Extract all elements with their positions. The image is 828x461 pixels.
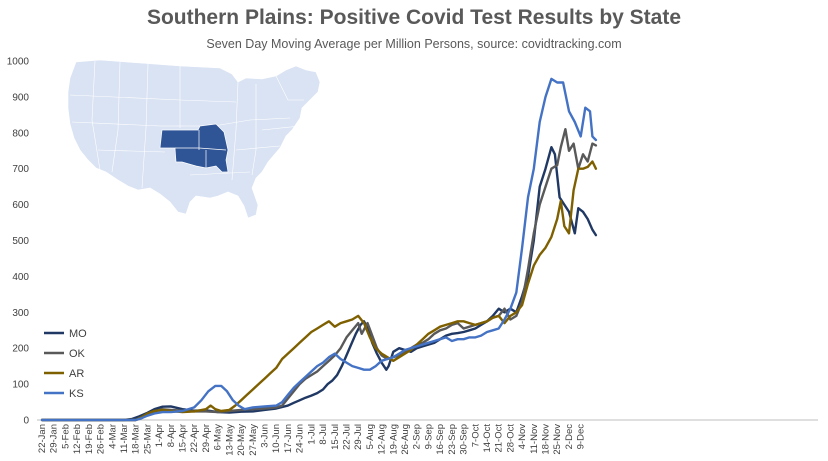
chart-subtitle: Seven Day Moving Average per Million Per…	[206, 37, 622, 51]
x-tick-label: 6-May	[213, 424, 224, 451]
x-tick-label: 26-Feb	[96, 424, 107, 454]
x-tick-label: 4-Mar	[107, 424, 118, 449]
y-tick-label: 0	[23, 416, 29, 427]
x-tick-label: 15-Jul	[330, 424, 341, 450]
x-tick-label: 30-Sep	[459, 424, 470, 455]
x-tick-label: 3-Jun	[259, 424, 270, 448]
x-tick-label: 14-Oct	[482, 424, 493, 453]
x-tick-label: 18-Mar	[131, 424, 142, 454]
x-tick-label: 13-May	[224, 424, 235, 456]
x-tick-label: 25-Nov	[552, 424, 563, 455]
x-tick-label: 11-Nov	[529, 424, 540, 454]
x-tick-label: 1-Apr	[154, 424, 165, 447]
x-tick-label: 29-Apr	[201, 424, 212, 453]
x-tick-label: 9-Dec	[576, 424, 587, 450]
x-tick-label: 24-Jun	[295, 424, 306, 453]
x-tick-label: 12-Feb	[72, 424, 83, 454]
x-tick-label: 19-Aug	[388, 424, 399, 455]
y-tick-label: 200	[12, 344, 29, 355]
x-tick-label: 5-Feb	[60, 424, 71, 449]
x-tick-label: 8-Apr	[166, 424, 177, 447]
x-tick-label: 29-Jul	[353, 424, 364, 450]
y-tick-label: 100	[12, 380, 29, 391]
legend-label-ar: AR	[69, 368, 84, 380]
us-map-icon	[67, 59, 321, 219]
x-tick-label: 16-Sep	[435, 424, 446, 455]
x-tick-label: 11-Mar	[119, 424, 130, 453]
x-tick-label: 28-Oct	[505, 424, 516, 453]
x-tick-label: 20-May	[236, 424, 247, 456]
x-tick-label: 15-Apr	[178, 424, 189, 453]
x-tick-label: 29-Jan	[49, 424, 60, 453]
series-line-mo	[40, 146, 598, 422]
x-tick-label: 22-Apr	[189, 424, 200, 453]
x-tick-label: 25-Mar	[142, 424, 153, 454]
y-tick-label: 600	[12, 200, 29, 211]
x-tick-label: 2-Sep	[412, 424, 423, 449]
x-tick-label: 26-Aug	[400, 424, 411, 455]
x-tick-label: 4-Nov	[517, 424, 528, 450]
x-tick-label: 21-Oct	[494, 424, 505, 453]
legend-label-ks: KS	[69, 388, 84, 400]
y-tick-label: 900	[12, 92, 29, 103]
y-axis-ticks: 0 100 200 300 400 500 600 700 800 900 1000	[7, 57, 30, 427]
x-tick-label: 18-Nov	[541, 424, 552, 455]
series-line-ar	[40, 160, 598, 422]
y-tick-label: 300	[12, 308, 29, 319]
y-tick-label: 500	[12, 236, 29, 247]
series-lines	[40, 77, 598, 422]
x-tick-label: 23-Sep	[447, 424, 458, 455]
x-axis-ticks: 22-Jan 29-Jan 5-Feb 12-Feb 19-Feb 26-Feb 4-Mar…	[37, 424, 587, 456]
y-tick-label: 1000	[7, 57, 30, 68]
southern-plains-state-borders	[175, 130, 227, 168]
y-tick-label: 800	[12, 128, 29, 139]
x-tick-label: 27-May	[248, 424, 259, 456]
state-borders	[69, 60, 304, 189]
chart-title: Southern Plains: Positive Covid Test Res…	[146, 6, 682, 29]
x-tick-label: 9-Sep	[423, 424, 434, 449]
x-tick-label: 5-Aug	[365, 424, 376, 449]
x-tick-label: 19-Feb	[84, 424, 95, 454]
legend: MO OK AR KS	[44, 328, 87, 400]
x-tick-label: 12-Aug	[377, 424, 388, 455]
x-tick-label: 10-Jun	[271, 424, 282, 453]
x-tick-label: 22-Jan	[37, 424, 48, 453]
x-tick-label: 8-Jul	[318, 424, 329, 445]
x-tick-label: 7-Oct	[470, 424, 481, 448]
x-tick-label: 22-Jul	[341, 424, 352, 450]
series-line-ks	[40, 77, 598, 422]
y-tick-label: 700	[12, 164, 29, 175]
x-tick-label: 17-Jun	[283, 424, 294, 453]
y-tick-label: 400	[12, 272, 29, 283]
legend-label-ok: OK	[69, 348, 86, 360]
legend-label-mo: MO	[69, 328, 87, 340]
x-tick-label: 2-Dec	[564, 424, 575, 450]
x-tick-label: 1-Jul	[306, 424, 317, 445]
